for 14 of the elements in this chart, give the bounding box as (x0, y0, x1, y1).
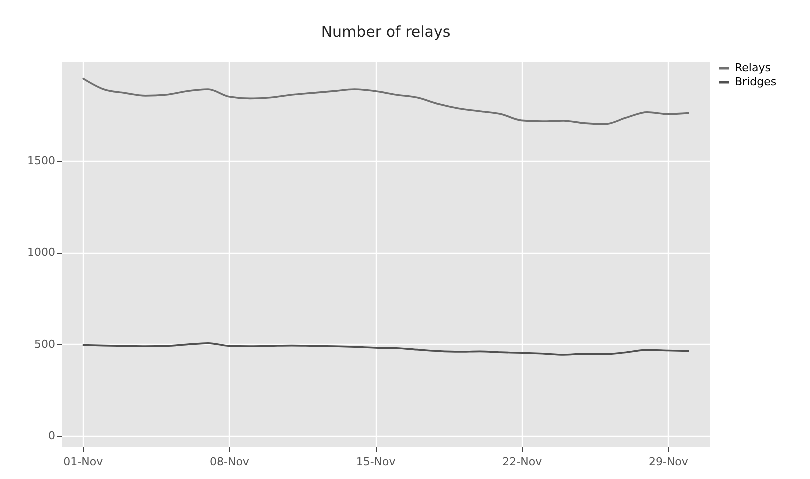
line-series (82, 78, 690, 126)
legend-label: Relays (735, 62, 772, 74)
y-tick-label: 0 (48, 430, 56, 442)
x-tick-label: 22-Nov (502, 456, 543, 468)
legend-label: Bridges (735, 76, 777, 88)
x-tick-label: 08-Nov (210, 456, 250, 468)
y-tick-label: 500 (34, 338, 56, 351)
chart-title: Number of relays (321, 23, 451, 41)
line-series (82, 342, 690, 356)
y-tick-label: 1500 (28, 154, 56, 168)
x-tick-label: 29-Nov (648, 456, 689, 468)
x-tick-label: 15-Nov (356, 456, 396, 468)
y-tick-label: 1000 (28, 246, 56, 260)
x-tick-label: 01-Nov (64, 456, 104, 468)
